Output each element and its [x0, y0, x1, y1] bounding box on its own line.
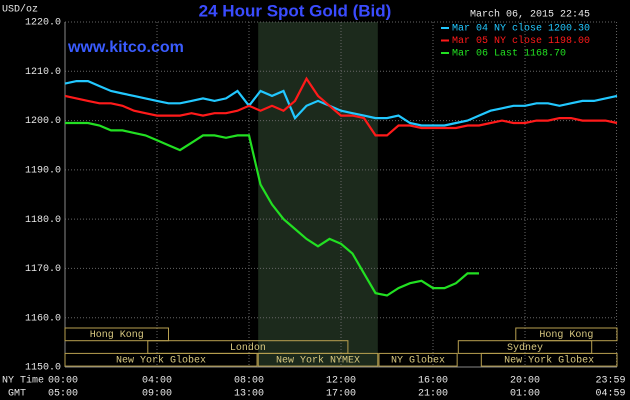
session-box — [64, 352, 258, 367]
y-tick-label: 1170.0 — [25, 264, 61, 275]
price-line — [65, 121, 479, 297]
y-tick-label: 1220.0 — [25, 18, 61, 29]
session-label: London — [230, 342, 266, 354]
y-tick-label: 1190.0 — [25, 165, 61, 176]
x-tick-label: 08:00 — [234, 376, 264, 387]
x-tick-label: 12:00 — [326, 376, 356, 387]
session-box — [64, 327, 169, 342]
x-tick-label: 16:00 — [418, 376, 448, 387]
session-label: New York Globex — [116, 355, 206, 367]
session-box — [257, 352, 379, 367]
x-axis-label: NY Time — [2, 375, 44, 387]
x2-tick-label: 21:00 — [418, 389, 448, 400]
legend-entry: Mar 06 Last 1168.70 — [452, 49, 566, 60]
session-box — [378, 352, 458, 367]
session-label: Hong Kong — [90, 330, 144, 341]
unit-label: USD/oz — [2, 4, 38, 16]
x-tick-label: 23:59 — [596, 376, 626, 387]
x2-tick-label: 04:59 — [596, 389, 626, 400]
price-line — [64, 76, 618, 137]
session-label: Hong Kong — [539, 330, 593, 341]
legend-entry: Mar 05 NY close 1198.00 — [452, 35, 590, 47]
y-tick-label: 1210.0 — [25, 67, 61, 78]
y-tick-label: 1180.0 — [25, 215, 61, 226]
y-tick-label: 1160.0 — [25, 313, 61, 324]
x2-tick-label: 13:00 — [234, 389, 264, 400]
x2-tick-label: 09:00 — [142, 389, 172, 400]
x-tick-label: 00:00 — [48, 376, 78, 387]
legend-entry: Mar 04 NY close 1200.30 — [452, 23, 590, 35]
website: www.kitco.com — [67, 39, 184, 56]
x2-axis-label: GMT — [8, 389, 26, 400]
price-line — [64, 80, 618, 127]
session-label: New York NYMEX — [276, 355, 360, 367]
y-tick-label: 1150.0 — [25, 363, 61, 374]
session-label: New York Globex — [504, 355, 594, 367]
session-shade — [258, 22, 378, 367]
chart-title: 24 Hour Spot Gold (Bid) — [199, 1, 392, 20]
timestamp: March 06, 2015 22:45 — [470, 9, 590, 21]
x2-tick-label: 17:00 — [326, 389, 356, 400]
x-tick-label: 20:00 — [510, 376, 540, 387]
session-label: NY Globex — [391, 355, 445, 367]
session-label: Sydney — [507, 342, 543, 354]
session-box — [480, 352, 618, 367]
y-tick-label: 1200.0 — [25, 116, 61, 127]
x2-tick-label: 05:00 — [48, 389, 78, 400]
x-tick-label: 04:00 — [142, 376, 172, 387]
x2-tick-label: 01:00 — [510, 389, 540, 400]
